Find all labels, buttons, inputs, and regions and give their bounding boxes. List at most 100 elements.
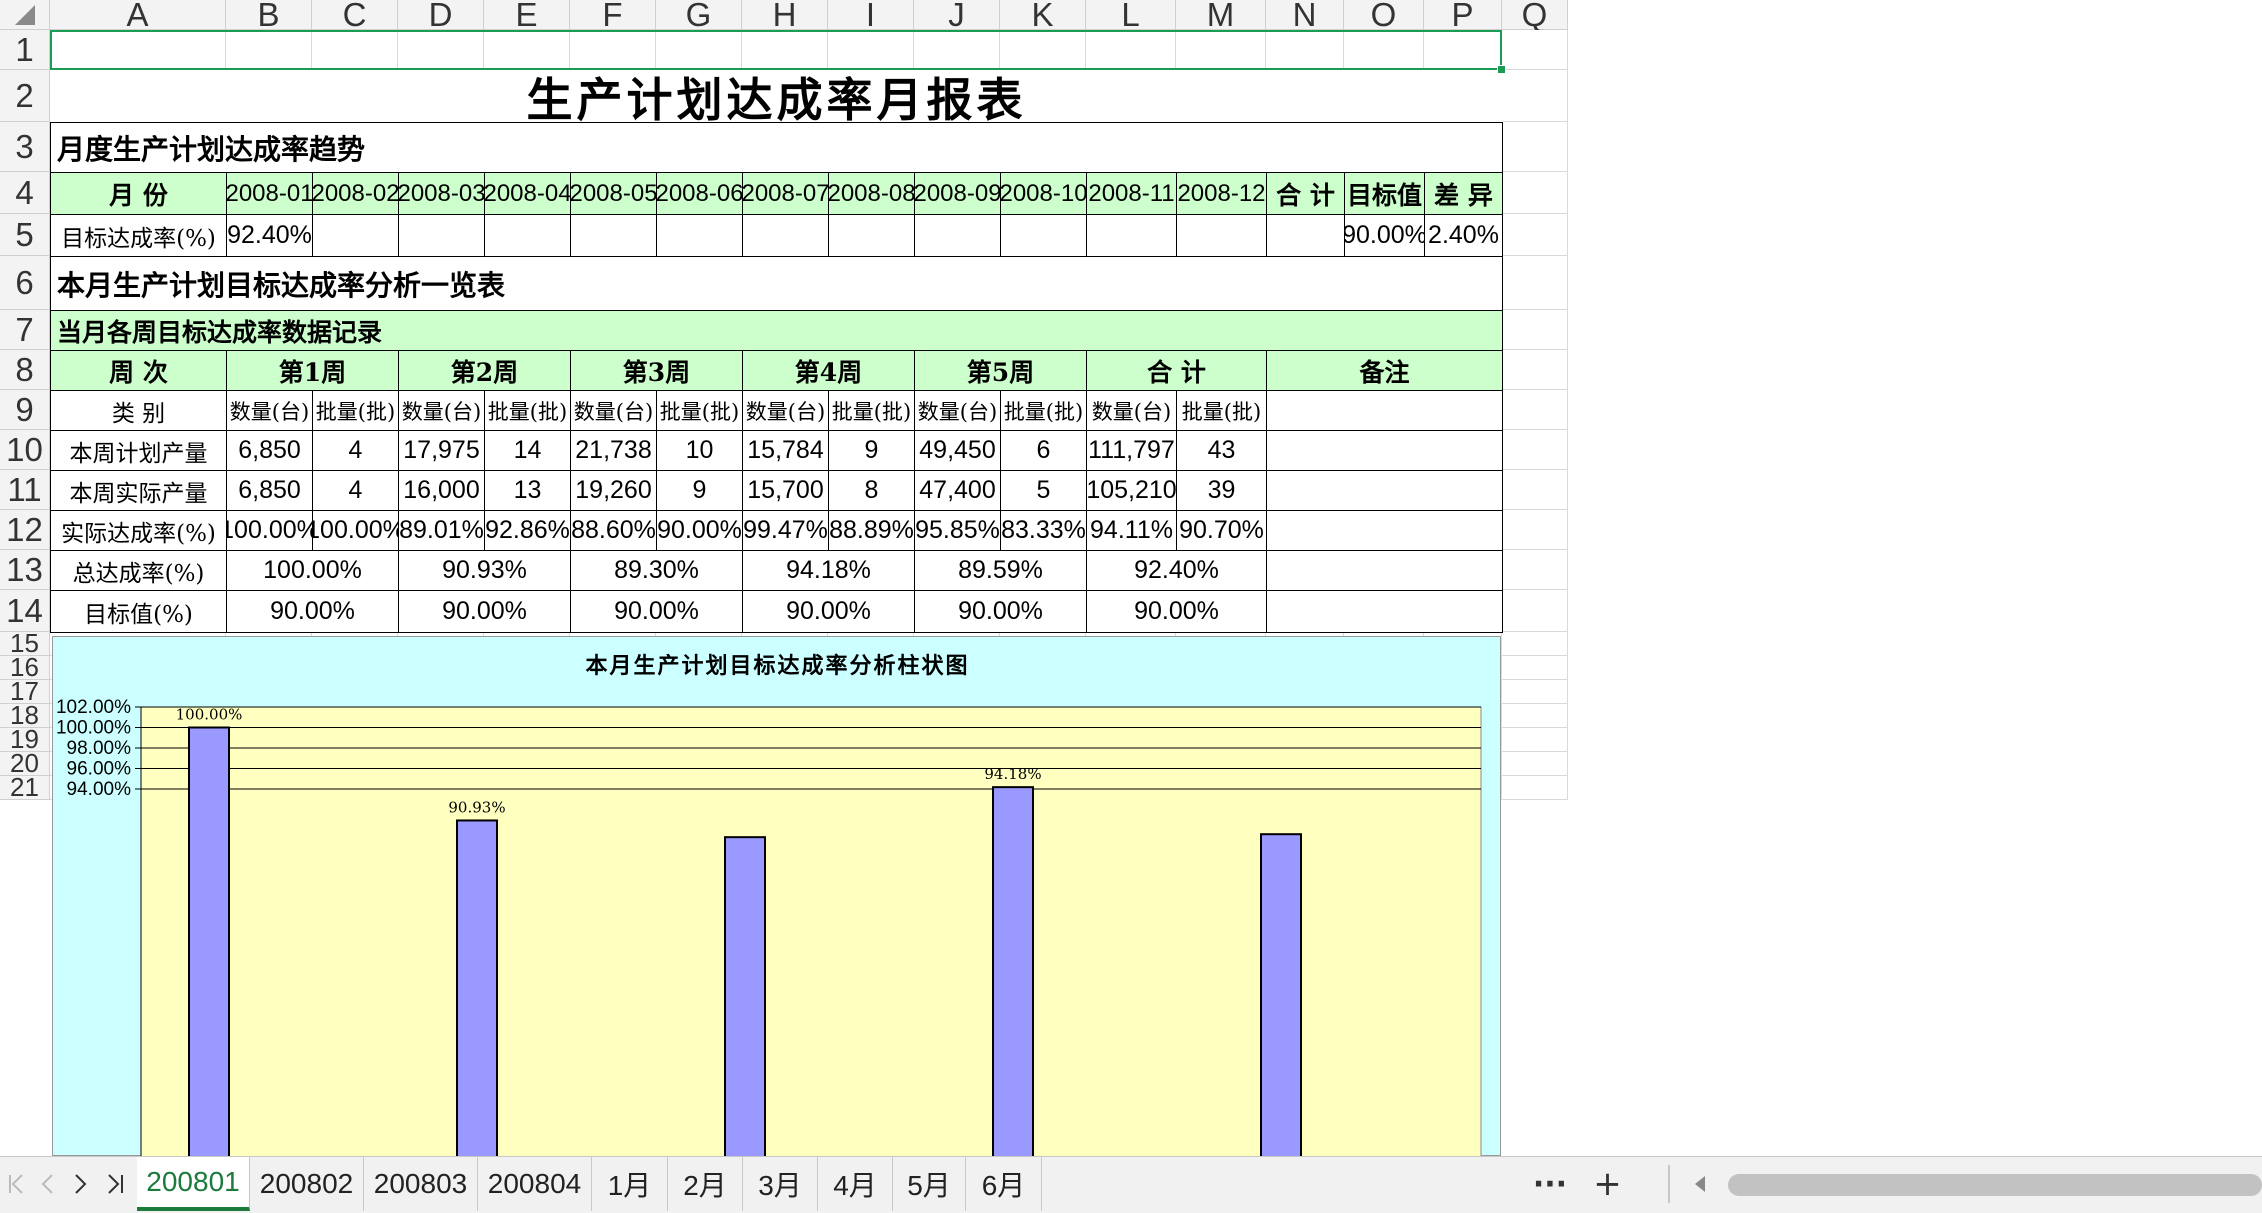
grid-cell[interactable] bbox=[312, 30, 398, 70]
grid-cell[interactable] bbox=[1000, 30, 1086, 70]
column-header-h[interactable]: H bbox=[742, 0, 828, 33]
grid-cell[interactable] bbox=[1502, 680, 1568, 704]
row-header-8[interactable]: 8 bbox=[0, 350, 50, 390]
grid-cell[interactable] bbox=[1502, 430, 1568, 470]
sheet-tab-200803[interactable]: 200803 bbox=[364, 1157, 478, 1211]
row-header-18[interactable]: 18 bbox=[0, 700, 50, 730]
row-header-2[interactable]: 2 bbox=[0, 70, 50, 122]
prev-sheet-button[interactable] bbox=[32, 1157, 64, 1211]
sheet-tab-5月[interactable]: 5月 bbox=[893, 1157, 966, 1211]
sheet-tab-200804[interactable]: 200804 bbox=[478, 1157, 592, 1211]
row-header-1[interactable]: 1 bbox=[0, 30, 50, 70]
add-sheet-button[interactable]: + bbox=[1593, 1164, 1622, 1204]
row-header-5[interactable]: 5 bbox=[0, 214, 50, 256]
column-header-e[interactable]: E bbox=[484, 0, 570, 33]
grid-cell[interactable] bbox=[1502, 30, 1568, 70]
grid-cell[interactable] bbox=[1502, 728, 1568, 752]
column-header-b[interactable]: B bbox=[226, 0, 312, 33]
column-header-j[interactable]: J bbox=[914, 0, 1000, 33]
row-header-17[interactable]: 17 bbox=[0, 676, 50, 706]
column-header-f[interactable]: F bbox=[570, 0, 656, 33]
last-sheet-button[interactable] bbox=[96, 1157, 136, 1211]
column-header-o[interactable]: O bbox=[1344, 0, 1424, 33]
grid-cell[interactable] bbox=[1266, 30, 1344, 70]
next-sheet-button[interactable] bbox=[64, 1157, 96, 1211]
grid-cell[interactable] bbox=[828, 30, 914, 70]
more-tabs-button[interactable]: ··· bbox=[1532, 1166, 1568, 1202]
grid-cell[interactable] bbox=[1502, 510, 1568, 550]
row-header-6[interactable]: 6 bbox=[0, 256, 50, 310]
row-header-21[interactable]: 21 bbox=[0, 772, 50, 802]
row-header-3[interactable]: 3 bbox=[0, 122, 50, 172]
grid-cell[interactable] bbox=[1502, 590, 1568, 632]
scroll-left-button[interactable] bbox=[1685, 1157, 1715, 1211]
first-sheet-button[interactable] bbox=[0, 1157, 32, 1211]
cell-selection[interactable] bbox=[50, 30, 1502, 70]
sheet-tab-1月[interactable]: 1月 bbox=[592, 1157, 668, 1211]
grid-cell[interactable] bbox=[1502, 70, 1568, 122]
row-header-7[interactable]: 7 bbox=[0, 310, 50, 350]
remark-cell bbox=[1266, 590, 1503, 633]
column-header-l[interactable]: L bbox=[1086, 0, 1176, 33]
sheet-tab-200802[interactable]: 200802 bbox=[250, 1157, 364, 1211]
grid-cell[interactable] bbox=[1502, 656, 1568, 680]
sheet-tab-6月[interactable]: 6月 bbox=[966, 1157, 1042, 1211]
grid-cell[interactable] bbox=[1502, 704, 1568, 728]
grid-cell[interactable] bbox=[914, 30, 1000, 70]
column-header-a[interactable]: A bbox=[50, 0, 226, 33]
row-header-11[interactable]: 11 bbox=[0, 470, 50, 510]
sheet-tab-2月[interactable]: 2月 bbox=[668, 1157, 743, 1211]
row-header-4[interactable]: 4 bbox=[0, 172, 50, 214]
data-cell: 90.00% bbox=[742, 590, 915, 633]
grid-cell[interactable] bbox=[570, 30, 656, 70]
grid-cell[interactable] bbox=[1502, 214, 1568, 256]
grid-cell[interactable] bbox=[1502, 172, 1568, 214]
sheet-tab-4月[interactable]: 4月 bbox=[818, 1157, 893, 1211]
row-header-13[interactable]: 13 bbox=[0, 550, 50, 590]
grid-cell[interactable] bbox=[398, 30, 484, 70]
column-header-p[interactable]: P bbox=[1424, 0, 1502, 33]
row-header-15[interactable]: 15 bbox=[0, 628, 50, 658]
data-cell: 47,400 bbox=[914, 470, 1001, 511]
grid-cell[interactable] bbox=[1502, 470, 1568, 510]
rate-label: 目标达成率(%) bbox=[50, 214, 227, 257]
column-header-q[interactable]: Q bbox=[1502, 0, 1568, 33]
grid-cell[interactable] bbox=[1502, 350, 1568, 390]
row-header-16[interactable]: 16 bbox=[0, 652, 50, 682]
column-header-g[interactable]: G bbox=[656, 0, 742, 33]
row-header-12[interactable]: 12 bbox=[0, 510, 50, 550]
grid-cell[interactable] bbox=[1502, 310, 1568, 350]
row-header-9[interactable]: 9 bbox=[0, 390, 50, 430]
sheet-tab-200801[interactable]: 200801 bbox=[137, 1157, 250, 1211]
column-header-d[interactable]: D bbox=[398, 0, 484, 33]
sheet-tab-3月[interactable]: 3月 bbox=[743, 1157, 818, 1211]
batch-header: 批量(批) bbox=[656, 390, 743, 431]
grid-cell[interactable] bbox=[1502, 550, 1568, 590]
column-header-c[interactable]: C bbox=[312, 0, 398, 33]
month-header: 2008-09 bbox=[914, 172, 1001, 215]
grid-cell[interactable] bbox=[1502, 256, 1568, 310]
row-header-19[interactable]: 19 bbox=[0, 724, 50, 754]
rate-value bbox=[1176, 214, 1267, 257]
column-header-m[interactable]: M bbox=[1176, 0, 1266, 33]
column-header-i[interactable]: I bbox=[828, 0, 914, 33]
grid-cell[interactable] bbox=[1502, 122, 1568, 172]
grid-cell[interactable] bbox=[1086, 30, 1176, 70]
grid-cell[interactable] bbox=[1502, 632, 1568, 656]
grid-cell[interactable] bbox=[1502, 390, 1568, 430]
column-header-k[interactable]: K bbox=[1000, 0, 1086, 33]
grid-cell[interactable] bbox=[1502, 776, 1568, 800]
column-header-n[interactable]: N bbox=[1266, 0, 1344, 33]
row-header-20[interactable]: 20 bbox=[0, 748, 50, 778]
fill-handle[interactable] bbox=[1497, 65, 1506, 74]
chart-area[interactable]: 本月生产计划目标达成率分析柱状图 102.00% 100.00% 98.00% 96.… bbox=[52, 636, 1501, 1157]
row-header-10[interactable]: 10 bbox=[0, 430, 50, 470]
data-cell: 111,797 bbox=[1086, 430, 1177, 471]
grid-cell[interactable] bbox=[226, 30, 312, 70]
category-label: 类 别 bbox=[50, 390, 227, 431]
row-header-14[interactable]: 14 bbox=[0, 590, 50, 632]
horizontal-scrollbar-thumb[interactable] bbox=[1728, 1174, 2262, 1196]
grid-cell[interactable] bbox=[1502, 752, 1568, 776]
select-all-corner[interactable] bbox=[0, 0, 50, 30]
